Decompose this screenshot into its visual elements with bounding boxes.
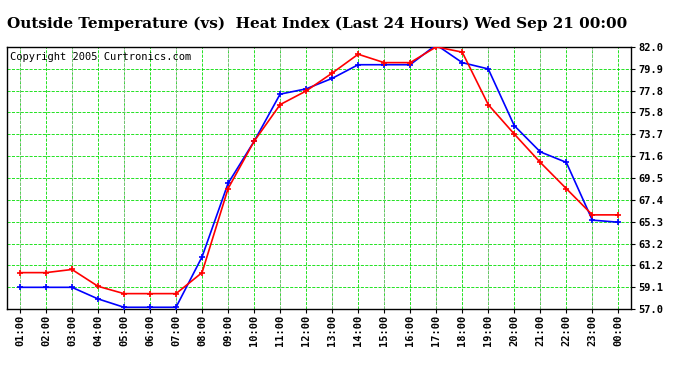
Text: Copyright 2005 Curtronics.com: Copyright 2005 Curtronics.com (10, 52, 191, 62)
Text: Outside Temperature (vs)  Heat Index (Last 24 Hours) Wed Sep 21 00:00: Outside Temperature (vs) Heat Index (Las… (8, 17, 627, 31)
